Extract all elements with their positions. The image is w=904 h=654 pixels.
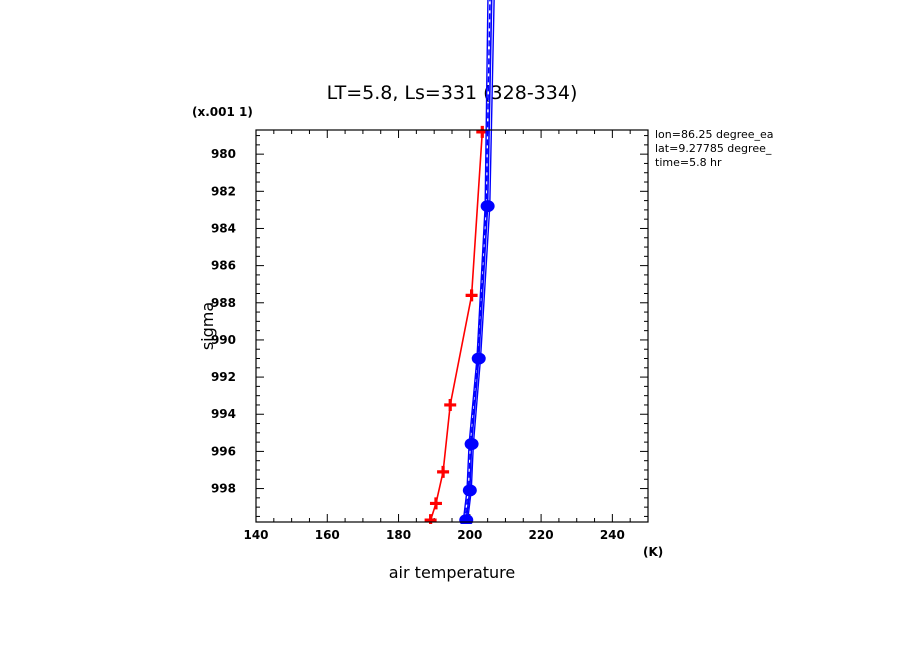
series-3 bbox=[464, 0, 491, 521]
annotation-lon: lon=86.25 degree_ea bbox=[655, 128, 774, 141]
data-point bbox=[465, 289, 478, 302]
data-point bbox=[480, 200, 495, 213]
annotation-clip bbox=[779, 128, 819, 173]
annotation-time: time=5.8 hr bbox=[655, 156, 722, 169]
y-tick-label: 998 bbox=[211, 482, 236, 496]
series-2 bbox=[462, 0, 489, 521]
data-point bbox=[471, 352, 486, 365]
series-line bbox=[464, 0, 491, 521]
y-tick-label: 980 bbox=[211, 147, 236, 161]
x-tick-label: 240 bbox=[600, 528, 625, 542]
data-point bbox=[459, 514, 474, 524]
x-tick-label: 140 bbox=[243, 528, 268, 542]
y-tick-label: 982 bbox=[211, 184, 236, 198]
series-4 bbox=[466, 0, 495, 521]
y-tick-label: 988 bbox=[211, 296, 236, 310]
y-tick-label: 986 bbox=[211, 259, 236, 273]
data-point bbox=[429, 497, 442, 510]
data-point bbox=[444, 398, 457, 411]
series-0 bbox=[424, 125, 489, 524]
y-scale-note: (x.001 1) bbox=[192, 105, 253, 119]
x-tick-label: 220 bbox=[529, 528, 554, 542]
series-line bbox=[429, 131, 484, 521]
chart-title: LT=5.8, Ls=331 (328-334) bbox=[327, 82, 578, 104]
y-tick-label: 994 bbox=[211, 407, 236, 421]
data-point bbox=[464, 437, 479, 450]
x-tick-label: 180 bbox=[386, 528, 411, 542]
y-axis-label: sigma bbox=[198, 302, 217, 350]
data-point bbox=[424, 514, 437, 524]
y-tick-label: 996 bbox=[211, 444, 236, 458]
series-line bbox=[466, 0, 495, 521]
data-point bbox=[437, 465, 450, 478]
data-point bbox=[462, 484, 477, 497]
plot-frame bbox=[255, 129, 649, 523]
x-tick-label: 200 bbox=[457, 528, 482, 542]
y-tick-label: 992 bbox=[211, 370, 236, 384]
y-tick-label: 984 bbox=[211, 221, 236, 235]
annotation-lat: lat=9.27785 degree_ bbox=[655, 142, 772, 155]
x-unit-label: (K) bbox=[643, 545, 663, 559]
y-tick-label: 990 bbox=[211, 333, 236, 347]
x-tick-label: 160 bbox=[315, 528, 340, 542]
x-axis-label: air temperature bbox=[389, 563, 515, 582]
series-1 bbox=[459, 0, 495, 524]
series-line bbox=[462, 0, 489, 521]
